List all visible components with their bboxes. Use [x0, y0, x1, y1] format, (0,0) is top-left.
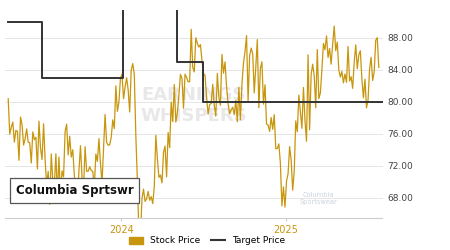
Text: EARNINGS
WHISPERS: EARNINGS WHISPERS: [140, 86, 247, 125]
Legend: Stock Price, Target Price: Stock Price, Target Price: [129, 236, 285, 246]
Text: Columbia Sprtswr: Columbia Sprtswr: [16, 184, 134, 197]
Text: Columbia
Sportswear: Columbia Sportswear: [299, 192, 337, 205]
